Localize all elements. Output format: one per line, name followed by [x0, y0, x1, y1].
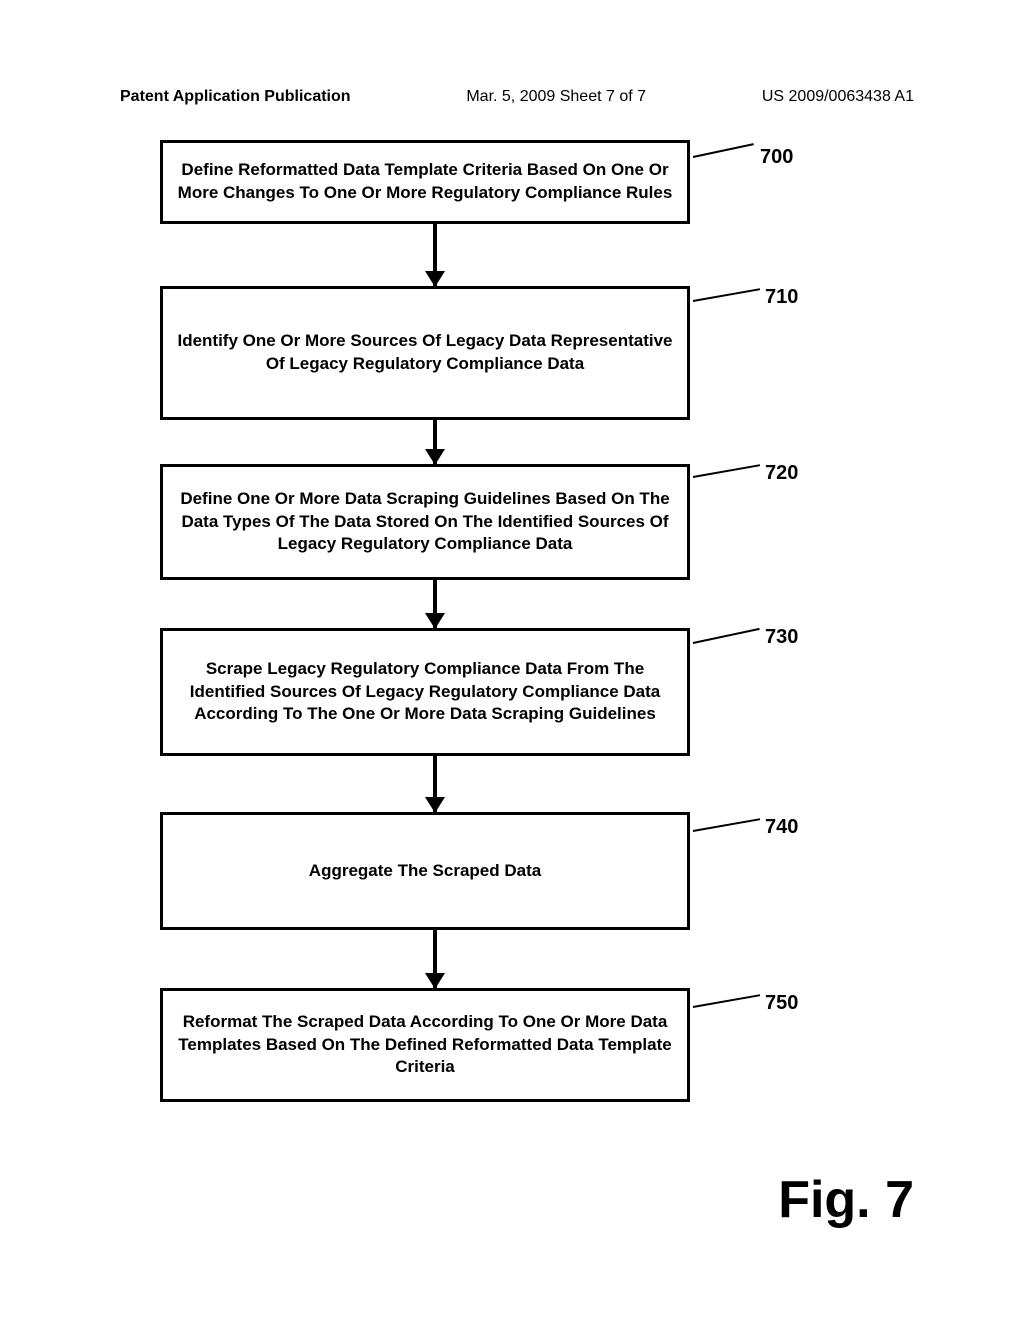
flow-step-700: Define Reformatted Data Template Criteri… — [150, 140, 870, 224]
flow-box: Identify One Or More Sources Of Legacy D… — [160, 286, 690, 420]
flow-box: Aggregate The Scraped Data — [160, 812, 690, 930]
figure-label: Fig. 7 — [778, 1170, 914, 1230]
leader-line — [693, 628, 760, 644]
flow-label: 700 — [760, 146, 793, 169]
header-center: Mar. 5, 2009 Sheet 7 of 7 — [466, 88, 646, 106]
flow-arrow — [160, 420, 710, 464]
flow-arrow — [160, 756, 710, 812]
flow-step-730: Scrape Legacy Regulatory Compliance Data… — [150, 628, 870, 756]
flow-box: Reformat The Scraped Data According To O… — [160, 988, 690, 1102]
header-right: US 2009/0063438 A1 — [762, 88, 914, 106]
flow-step-720: Define One Or More Data Scraping Guideli… — [150, 464, 870, 580]
flow-arrow — [160, 580, 710, 628]
leader-line — [693, 464, 760, 478]
page-header: Patent Application Publication Mar. 5, 2… — [0, 88, 1024, 106]
flow-step-750: Reformat The Scraped Data According To O… — [150, 988, 870, 1102]
header-left: Patent Application Publication — [120, 88, 351, 106]
flow-step-740: Aggregate The Scraped Data 740 — [150, 812, 870, 930]
flow-step-710: Identify One Or More Sources Of Legacy D… — [150, 286, 870, 420]
flowchart: Define Reformatted Data Template Criteri… — [150, 140, 870, 1102]
flow-label: 710 — [765, 286, 798, 309]
flow-label: 730 — [765, 626, 798, 649]
flow-box: Define Reformatted Data Template Criteri… — [160, 140, 690, 224]
flow-box: Define One Or More Data Scraping Guideli… — [160, 464, 690, 580]
flow-arrow — [160, 930, 710, 988]
flow-arrow — [160, 224, 710, 286]
flow-label: 740 — [765, 816, 798, 839]
leader-line — [693, 288, 760, 302]
flow-label: 750 — [765, 992, 798, 1015]
leader-line — [693, 818, 760, 832]
leader-line — [693, 994, 760, 1008]
flow-label: 720 — [765, 462, 798, 485]
leader-line — [693, 143, 754, 158]
flow-box: Scrape Legacy Regulatory Compliance Data… — [160, 628, 690, 756]
